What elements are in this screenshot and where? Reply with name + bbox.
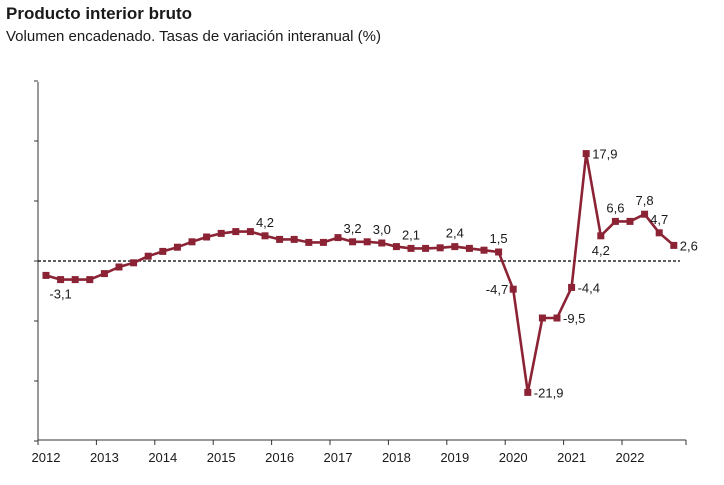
data-point	[130, 259, 138, 267]
data-point	[188, 238, 196, 246]
data-point	[553, 314, 561, 322]
data-point	[436, 244, 444, 252]
data-point	[217, 229, 225, 237]
data-point	[407, 244, 415, 252]
x-tick-label: 2013	[90, 450, 119, 465]
data-label: 17,9	[592, 147, 617, 162]
data-point	[480, 246, 488, 254]
data-point	[641, 210, 649, 218]
data-labels: -3,1 4,2 3,2 3,0 2,1 2,4 1,5 -4,7 -21,9 -9,5 -4,4 1…	[49, 147, 697, 401]
data-point	[626, 217, 634, 225]
data-point	[538, 314, 546, 322]
x-tick-label: 2015	[207, 450, 236, 465]
data-label: 4,2	[256, 215, 274, 230]
x-tick-label: 2017	[324, 450, 353, 465]
data-point	[86, 276, 94, 284]
data-point	[509, 285, 517, 293]
x-axis-ticks: 2012 2013 2014 2015 2016 2017 2018 2019 2020 2021…	[32, 440, 687, 465]
data-point	[115, 263, 123, 271]
data-label: -21,9	[534, 385, 564, 400]
data-point	[319, 238, 327, 246]
data-point	[42, 271, 50, 279]
data-point	[203, 233, 211, 241]
chart-subtitle: Volumen encadenado. Tasas de variación i…	[6, 28, 381, 45]
data-point	[290, 235, 298, 243]
data-label: -4,7	[486, 282, 508, 297]
data-label: 6,6	[606, 200, 624, 215]
data-label: 4,2	[592, 243, 610, 258]
data-point	[100, 270, 108, 278]
series-line	[45, 152, 675, 394]
data-label: 2,6	[680, 238, 698, 253]
data-label: 1,5	[490, 231, 508, 246]
data-label: 3,2	[344, 221, 362, 236]
data-point	[261, 232, 269, 240]
data-label: 4,7	[650, 212, 668, 227]
data-point	[568, 283, 576, 291]
data-point	[378, 239, 386, 247]
data-point	[71, 276, 79, 284]
data-point	[611, 217, 619, 225]
data-label: -4,4	[578, 280, 600, 295]
data-point	[495, 248, 503, 256]
data-label: 2,4	[446, 226, 464, 241]
series-group	[42, 150, 678, 396]
data-point	[524, 388, 532, 396]
data-point	[597, 232, 605, 240]
data-label: 2,1	[402, 227, 420, 242]
data-point	[159, 247, 167, 255]
data-label: -3,1	[49, 287, 71, 302]
data-point	[144, 252, 152, 260]
data-point	[465, 244, 473, 252]
chart-axes	[34, 80, 686, 442]
data-point	[582, 150, 590, 158]
x-tick-label: 2012	[32, 450, 61, 465]
data-point	[655, 229, 663, 237]
data-point	[363, 238, 371, 246]
x-tick-label: 2020	[499, 450, 528, 465]
x-tick-label: 2022	[616, 450, 645, 465]
x-tick-label: 2018	[382, 450, 411, 465]
x-tick-label: 2016	[265, 450, 294, 465]
data-point	[305, 238, 313, 246]
data-label: 3,0	[373, 222, 391, 237]
data-label: -9,5	[563, 311, 585, 326]
data-point	[232, 228, 240, 236]
x-tick-label: 2021	[557, 450, 586, 465]
data-point	[670, 241, 678, 249]
data-point	[422, 244, 430, 252]
data-point	[392, 243, 400, 251]
x-tick-label: 2019	[440, 450, 469, 465]
chart-title: Producto interior bruto	[6, 4, 193, 23]
data-point	[173, 243, 181, 251]
data-point	[334, 234, 342, 242]
data-point	[57, 276, 65, 284]
data-point	[451, 243, 459, 251]
data-point	[246, 228, 254, 236]
data-point	[276, 235, 284, 243]
data-label: 7,8	[636, 193, 654, 208]
x-tick-label: 2014	[148, 450, 177, 465]
data-point	[349, 238, 357, 246]
